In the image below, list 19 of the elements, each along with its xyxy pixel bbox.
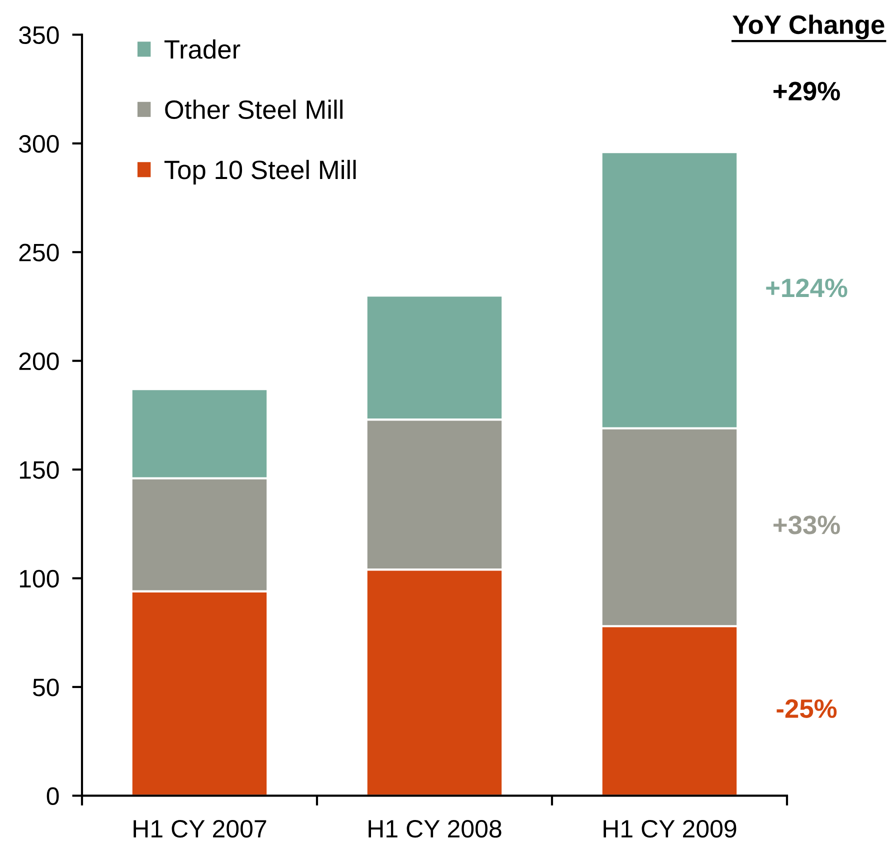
y-tick-label: 250 xyxy=(19,244,59,262)
y-tick-label: 0 xyxy=(46,787,59,806)
legend-label: Top 10 Steel Mill xyxy=(164,160,356,184)
y-tick-label: 100 xyxy=(20,570,59,588)
y-tick-label: 150 xyxy=(20,461,59,479)
x-tick-label: H1 CY 2009 xyxy=(604,820,736,838)
y-tick-label: 200 xyxy=(19,352,59,370)
legend-label: Trader xyxy=(164,39,240,59)
x-tick-label: H1 CY 2007 xyxy=(134,820,266,838)
x-tick-label: H1 CY 2008 xyxy=(368,820,502,838)
annotation: +29% xyxy=(774,82,840,100)
annotation: +124% xyxy=(766,278,848,298)
annotation: YoY Change xyxy=(732,14,884,40)
y-tick-label: 350 xyxy=(19,26,59,44)
annotation: +33% xyxy=(774,516,840,534)
y-tick-label: 300 xyxy=(19,135,59,153)
annotation: -25% xyxy=(776,699,837,718)
legend-label: Other Steel Mill xyxy=(165,100,342,120)
y-tick-label: 50 xyxy=(32,678,59,696)
